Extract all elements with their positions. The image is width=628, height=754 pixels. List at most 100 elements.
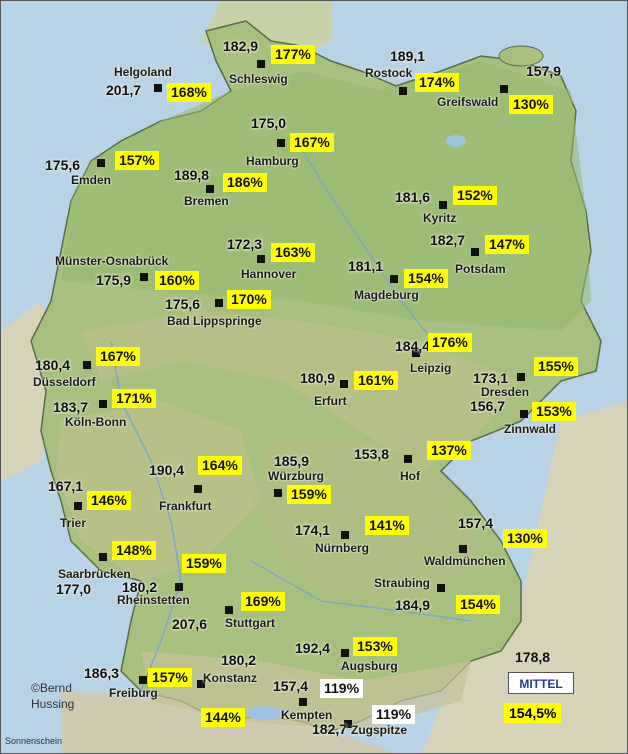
credit-line1: ©Bernd bbox=[31, 681, 72, 695]
percent-badge: 153% bbox=[353, 637, 397, 656]
station-name: Zugspitze bbox=[351, 723, 407, 737]
station-marker bbox=[215, 299, 223, 307]
sunshine-hours-value: 181,6 bbox=[395, 189, 431, 205]
percent-badge: 148% bbox=[112, 541, 156, 560]
station-name: Hannover bbox=[241, 267, 297, 281]
station-name: Köln-Bonn bbox=[65, 415, 127, 429]
percent-badge: 168% bbox=[167, 83, 211, 102]
sunshine-hours-value: 182,9 bbox=[223, 38, 259, 54]
station-marker bbox=[175, 583, 183, 591]
sunshine-hours-value: 189,1 bbox=[390, 48, 426, 64]
legend-value: 178,8 bbox=[515, 649, 551, 665]
percent-badge: 119% bbox=[320, 679, 364, 698]
station-name: Nürnberg bbox=[315, 541, 369, 555]
sunshine-hours-value: 167,1 bbox=[48, 478, 84, 494]
station-marker bbox=[471, 248, 479, 256]
sunshine-hours-value: 173,1 bbox=[473, 370, 509, 386]
percent-badge: 170% bbox=[227, 290, 271, 309]
percent-badge: 167% bbox=[96, 347, 140, 366]
sunshine-hours-value: 181,1 bbox=[348, 258, 384, 274]
sunshine-hours-value: 183,7 bbox=[53, 399, 89, 415]
station-name: Erfurt bbox=[314, 394, 347, 408]
station-name: Kempten bbox=[281, 708, 333, 722]
sunshine-hours-value: 156,7 bbox=[470, 398, 506, 414]
station-name: Trier bbox=[60, 516, 87, 530]
station-marker bbox=[437, 584, 445, 592]
sunshine-hours-value: 175,0 bbox=[251, 115, 287, 131]
station-name: Zinnwald bbox=[504, 422, 556, 436]
sunshine-hours-value: 157,4 bbox=[458, 515, 494, 531]
sunshine-hours-value: 207,6 bbox=[172, 616, 208, 632]
station-name: Hof bbox=[400, 469, 420, 483]
station-name: Augsburg bbox=[341, 659, 398, 673]
sunshine-hours-value: 184,4 bbox=[395, 338, 431, 354]
legend-percent: 154,5% bbox=[504, 703, 562, 723]
sunshine-hours-value: 184,9 bbox=[395, 597, 431, 613]
percent-badge: 167% bbox=[290, 133, 334, 152]
station-marker bbox=[225, 606, 233, 614]
percent-badge: 164% bbox=[198, 456, 242, 475]
sunshine-hours-value: 175,9 bbox=[96, 272, 132, 288]
station-marker bbox=[154, 84, 162, 92]
percent-badge: 171% bbox=[112, 389, 156, 408]
station-name: Rostock bbox=[365, 66, 413, 80]
percent-badge: 186% bbox=[223, 173, 267, 192]
sunshine-hours-value: 157,9 bbox=[526, 63, 562, 79]
station-name: Würzburg bbox=[268, 469, 324, 483]
percent-badge: 130% bbox=[503, 529, 547, 548]
station-marker bbox=[404, 455, 412, 463]
percent-badge: 157% bbox=[115, 151, 159, 170]
station-marker bbox=[206, 185, 214, 193]
copyright-credit: ©Bernd Hussing bbox=[31, 680, 74, 712]
percent-badge: 159% bbox=[182, 554, 226, 573]
station-marker bbox=[99, 553, 107, 561]
percent-badge: 146% bbox=[87, 491, 131, 510]
station-name: Magdeburg bbox=[354, 288, 419, 302]
station-name: Greifswald bbox=[437, 95, 499, 109]
station-name: Bad Lippspringe bbox=[167, 314, 262, 328]
percent-badge: 130% bbox=[509, 95, 553, 114]
station-name: Freiburg bbox=[109, 686, 158, 700]
station-marker bbox=[399, 87, 407, 95]
percent-badge: 154% bbox=[456, 595, 500, 614]
station-name: Kyritz bbox=[423, 211, 457, 225]
station-name: Konstanz bbox=[203, 671, 257, 685]
sunshine-hours-value: 180,2 bbox=[221, 652, 257, 668]
station-marker bbox=[390, 275, 398, 283]
sunshine-hours-value: 180,4 bbox=[35, 357, 71, 373]
station-name: Bremen bbox=[184, 194, 229, 208]
sunshine-hours-value: 201,7 bbox=[106, 82, 142, 98]
station-marker bbox=[500, 85, 508, 93]
percent-badge: 177% bbox=[271, 45, 315, 64]
station-name: Stuttgart bbox=[225, 616, 275, 630]
sunshine-hours-value: 180,2 bbox=[122, 579, 158, 595]
station-marker bbox=[274, 489, 282, 497]
percent-badge: 154% bbox=[404, 269, 448, 288]
station-marker bbox=[74, 502, 82, 510]
sunshine-hours-value: 174,1 bbox=[295, 522, 331, 538]
sunshine-hours-value: 180,9 bbox=[300, 370, 336, 386]
station-name: Dresden bbox=[481, 385, 530, 399]
sunshine-hours-value: 189,8 bbox=[174, 167, 210, 183]
station-name: Rheinstetten bbox=[117, 593, 190, 607]
station-marker bbox=[277, 139, 285, 147]
station-marker bbox=[439, 201, 447, 209]
percent-badge: 157% bbox=[148, 668, 192, 687]
station-name: Münster-Osnabrück bbox=[55, 254, 169, 268]
station-marker bbox=[140, 273, 148, 281]
percent-badge: 163% bbox=[271, 243, 315, 262]
station-marker bbox=[344, 720, 352, 728]
percent-badge: 155% bbox=[534, 357, 578, 376]
station-name: Saarbrücken bbox=[58, 567, 131, 581]
station-marker bbox=[99, 400, 107, 408]
percent-badge: 152% bbox=[453, 186, 497, 205]
station-marker bbox=[194, 485, 202, 493]
station-name: Potsdam bbox=[455, 262, 506, 276]
sunshine-hours-value: 175,6 bbox=[45, 157, 81, 173]
station-marker bbox=[197, 680, 205, 688]
sunshine-hours-value: 186,3 bbox=[84, 665, 120, 681]
percent-badge: 144% bbox=[201, 708, 245, 727]
sunshine-hours-value: 192,4 bbox=[295, 640, 331, 656]
